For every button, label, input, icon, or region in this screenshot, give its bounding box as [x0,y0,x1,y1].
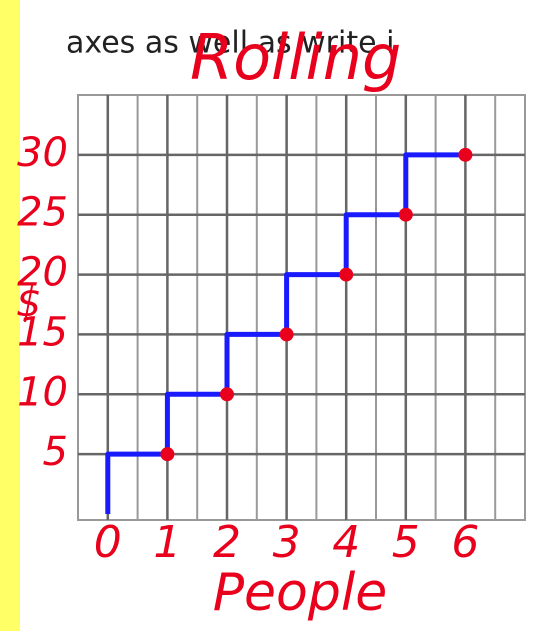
x-tick-label: 2 [213,517,241,568]
point [160,447,174,461]
x-tick-label: 5 [392,517,420,568]
point [220,387,234,401]
x-axis-label: People [213,563,388,623]
chart-title: Rolling [190,21,401,94]
x-tick-label: 0 [94,517,122,568]
x-tick-label: 6 [451,517,479,568]
y-tick-label: 25 [17,190,68,236]
x-tick-label: 4 [332,517,360,568]
page: {"chart_data": { "type": "line", "subtit… [0,0,554,631]
y-tick-label: 20 [17,250,68,296]
point [458,148,472,162]
y-tick-label: 30 [17,130,68,176]
point [339,268,353,282]
y-tick-label: 15 [17,309,68,355]
point [280,327,294,341]
x-tick-label: 3 [273,517,301,568]
x-tick-label: 1 [153,517,181,568]
y-tick-label: 5 [43,429,68,475]
point [399,208,413,222]
screenshot: axes as well as write i Rolling People $… [0,0,554,631]
y-tick-label: 10 [17,369,68,415]
